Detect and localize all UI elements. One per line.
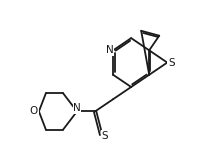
Text: N: N: [105, 45, 113, 55]
Text: N: N: [73, 103, 81, 114]
Text: S: S: [167, 58, 174, 67]
Text: O: O: [30, 106, 38, 116]
Text: S: S: [101, 131, 108, 141]
